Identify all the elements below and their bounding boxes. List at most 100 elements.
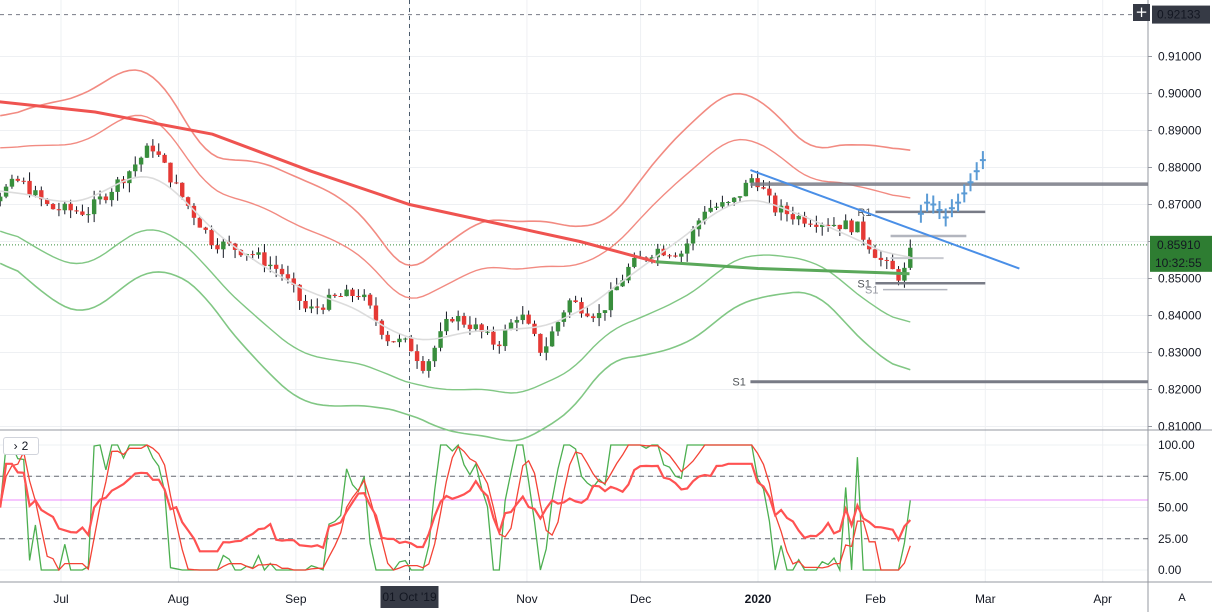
candle-down [297, 284, 302, 301]
crosshair-plus-icon[interactable]: + [1133, 4, 1150, 21]
oscillator-tick-label: 100.00 [1158, 438, 1195, 452]
candle-down [849, 220, 854, 233]
time-tick-label: Aug [168, 592, 189, 606]
crosshair-date-box [380, 586, 439, 608]
candle-up [714, 206, 719, 208]
candle-up [731, 197, 737, 202]
pivot-level-label: S1 [865, 285, 878, 297]
candle-down [526, 314, 531, 324]
candle-down [320, 307, 326, 310]
candle-up [778, 205, 784, 213]
oscillator-rsi-line [0, 462, 912, 553]
candle-up [485, 331, 490, 333]
candle-up [544, 346, 549, 353]
price-tick-label: 0.82000 [1158, 383, 1202, 397]
band-inner-lower [0, 229, 911, 394]
candle-up [632, 258, 637, 267]
candle-down [150, 145, 156, 152]
candle-down [185, 197, 191, 206]
oscillator-tick-label: 50.00 [1158, 501, 1188, 515]
candle-up [426, 361, 432, 371]
candle-down [825, 224, 831, 227]
candle-up [737, 196, 743, 198]
candle-up [679, 253, 684, 257]
candle-down [450, 318, 455, 322]
candle-down [215, 245, 220, 250]
candle-up [749, 178, 754, 183]
candle-up [91, 199, 97, 215]
candle-up [820, 224, 825, 227]
candle-down [591, 316, 596, 319]
candle-down [209, 229, 214, 246]
time-tick-label: Sep [285, 592, 307, 606]
chevron-right-icon: › [13, 439, 18, 453]
price-tick-label: 0.87000 [1158, 198, 1202, 212]
candle-up [138, 157, 144, 165]
candle-down [420, 361, 426, 371]
candle-up [432, 347, 437, 362]
candle-up [362, 294, 367, 298]
candle-up [86, 214, 91, 216]
pane-collapse-button[interactable]: › 2 [3, 437, 39, 455]
candle-up [796, 215, 801, 220]
candle-down [884, 259, 889, 261]
candle-down [479, 324, 484, 332]
time-tick-label: Nov [516, 592, 537, 606]
candle-down [673, 255, 678, 257]
candle-down [21, 180, 26, 182]
trendline [750, 169, 1020, 270]
candle-down [44, 199, 50, 204]
candle-up [444, 318, 449, 332]
candle-up [344, 289, 349, 297]
candle-up [438, 331, 443, 348]
candle-down [238, 249, 244, 256]
candle-up [549, 331, 555, 347]
candle-up [133, 164, 138, 172]
candle-down [332, 294, 338, 297]
candle-down [50, 203, 56, 210]
candle-up [620, 280, 625, 287]
band-outer-lower [0, 262, 911, 442]
candle-up [455, 316, 461, 322]
candle-up [9, 178, 15, 187]
candle-down [579, 302, 584, 314]
candle-up [397, 338, 402, 343]
candle-up [614, 286, 619, 291]
time-tick-label: 2020 [745, 592, 772, 606]
candle-down [391, 341, 396, 343]
auto-scale-button[interactable]: A [1178, 592, 1186, 604]
candles [0, 139, 913, 378]
oscillator-tick-label: 75.00 [1158, 469, 1188, 483]
candle-down [156, 151, 161, 155]
candle-down [350, 289, 355, 297]
grid [0, 0, 1148, 582]
candle-up [855, 221, 860, 233]
candle-down [773, 195, 778, 213]
candle-down [379, 320, 385, 335]
pivot-level-label: S1 [857, 278, 870, 290]
candle-down [409, 338, 414, 352]
candle-down [767, 188, 772, 196]
candle-down [39, 190, 44, 200]
candle-up [708, 207, 713, 212]
candle-up [726, 201, 731, 203]
band-outer-upper [0, 69, 911, 267]
candle-down [585, 313, 590, 317]
candle-up [649, 257, 655, 259]
candle-up [109, 191, 114, 201]
candle-down [174, 182, 179, 184]
bar-countdown-label: 10:32:55 [1155, 256, 1202, 270]
candle-up [831, 224, 837, 227]
candle-down [285, 274, 291, 279]
candle-down [573, 300, 578, 303]
candle-up [502, 329, 508, 347]
candle-down [790, 214, 796, 220]
candle-up [268, 264, 273, 267]
candle-up [655, 248, 661, 258]
candle-up [144, 145, 150, 158]
candle-up [567, 300, 572, 313]
candle-up [596, 312, 602, 319]
